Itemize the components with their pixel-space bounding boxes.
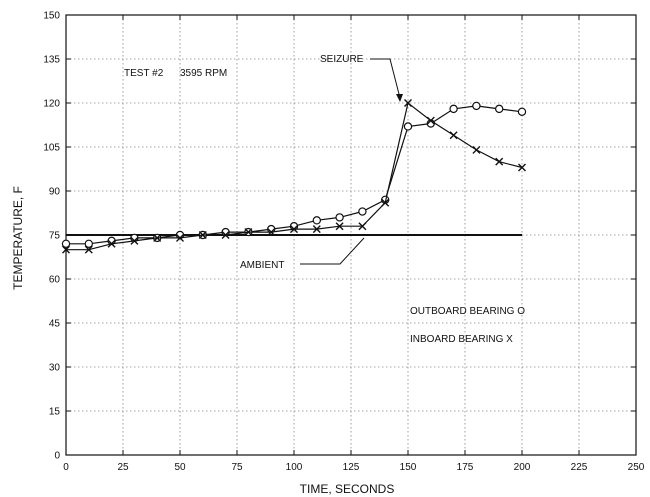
- inboard-bearing-point: [221, 231, 230, 239]
- y-tick-label: 90: [49, 187, 61, 198]
- x-axis-title: TIME, SECONDS: [300, 482, 395, 496]
- inboard-point-stroke: [312, 225, 321, 234]
- inboard-point-stroke: [358, 222, 367, 231]
- x-tick-label: 125: [343, 462, 360, 473]
- x-tick-label: 75: [231, 462, 243, 473]
- legend-outboard: OUTBOARD BEARING O: [410, 306, 525, 317]
- inboard-bearing-point: [244, 228, 253, 237]
- test-label: TEST #2: [124, 68, 164, 79]
- x-tick-label: 150: [400, 462, 417, 473]
- inboard-bearing-point: [518, 163, 526, 172]
- outboard-bearing-point: [84, 239, 94, 248]
- inboard-bearing-point: [153, 233, 162, 242]
- x-tick-label: 0: [63, 462, 69, 473]
- inboard-bearing-point: [426, 116, 435, 125]
- inboard-point-stroke: [221, 231, 230, 239]
- y-tick-label: 15: [49, 407, 61, 418]
- outboard-bearing-point: [472, 101, 481, 111]
- inboard-bearing-point: [198, 231, 207, 239]
- y-tick-label: 45: [49, 319, 61, 330]
- inboard-bearing-point: [404, 99, 412, 107]
- inboard-point-stroke: [198, 231, 207, 239]
- inboard-bearing-point: [358, 222, 367, 231]
- y-tick-label: 0: [54, 451, 60, 462]
- outboard-bearing-point: [61, 239, 71, 248]
- x-tick-label: 200: [514, 462, 531, 473]
- inboard-point-stroke: [176, 233, 184, 242]
- y-tick-label: 75: [49, 231, 61, 242]
- x-tick-label: 250: [628, 462, 645, 473]
- seizure-pointer: [370, 58, 401, 99]
- inboard-bearing-point: [107, 239, 116, 248]
- inboard-bearing-point: [290, 225, 298, 234]
- inboard-bearing-point: [381, 198, 390, 207]
- inboard-point-stroke: [495, 157, 504, 166]
- rpm-label: 3595 RPM: [180, 68, 227, 79]
- y-tick-label: 120: [43, 99, 60, 110]
- y-axis-title: TEMPERATURE, F: [11, 186, 25, 290]
- seizure-label: SEIZURE: [320, 54, 364, 65]
- inboard-bearing-point: [312, 225, 321, 234]
- inboard-point-stroke: [381, 198, 390, 207]
- inboard-point-stroke: [130, 236, 139, 245]
- tick-marks: [65, 14, 637, 456]
- outboard-bearing-point: [495, 104, 504, 114]
- inboard-point-stroke: [244, 228, 253, 237]
- inboard-bearing-point: [449, 131, 458, 140]
- legend-inboard: INBOARD BEARING X: [410, 334, 513, 345]
- inboard-bearing-point: [130, 236, 139, 245]
- outboard-bearing-point: [312, 216, 321, 225]
- outboard-bearing-point: [517, 107, 527, 117]
- inboard-point-stroke: [84, 245, 93, 254]
- ambient-label: AMBIENT: [240, 260, 284, 271]
- outboard-bearing-point: [335, 213, 344, 222]
- y-tick-label: 60: [49, 275, 61, 286]
- seizure-arrowhead: [396, 94, 403, 102]
- inboard-point-stroke: [449, 131, 458, 140]
- y-tick-label: 30: [49, 363, 61, 374]
- inboard-point-stroke: [153, 233, 162, 242]
- x-tick-label: 225: [571, 462, 588, 473]
- y-tick-label: 150: [43, 11, 60, 22]
- x-tick-label: 25: [117, 462, 129, 473]
- inboard-point-stroke: [107, 239, 116, 248]
- outboard-bearing-point: [358, 207, 367, 216]
- x-tick-label: 100: [286, 462, 303, 473]
- x-tick-label: 175: [457, 462, 474, 473]
- outboard-bearing-point: [449, 104, 458, 114]
- inboard-point-stroke: [290, 225, 298, 234]
- inboard-bearing-point: [62, 245, 70, 254]
- ambient-pointer: [300, 237, 365, 265]
- inboard-point-stroke: [404, 99, 412, 107]
- inboard-point-stroke: [472, 145, 481, 154]
- outboard-bearing-point: [403, 122, 413, 131]
- inboard-bearing-point: [472, 145, 481, 154]
- series-layer: [61, 99, 527, 254]
- inboard-point-stroke: [267, 228, 276, 237]
- inboard-point-stroke: [62, 245, 70, 254]
- y-tick-label: 105: [43, 143, 60, 154]
- inboard-bearing-point: [335, 222, 344, 231]
- inboard-point-stroke: [426, 116, 435, 125]
- y-tick-label: 135: [43, 55, 60, 66]
- inboard-bearing-point: [84, 245, 93, 254]
- inboard-bearing-point: [495, 157, 504, 166]
- inboard-point-stroke: [518, 163, 526, 172]
- inboard-bearing-point: [176, 233, 184, 242]
- tick-labels: 0 25 50 75 100 125 150 175 200 225 250 0 15 30 45 60 75 9…: [43, 11, 644, 474]
- inboard-point-stroke: [335, 222, 344, 231]
- x-tick-label: 50: [174, 462, 186, 473]
- inboard-bearing-point: [267, 228, 276, 237]
